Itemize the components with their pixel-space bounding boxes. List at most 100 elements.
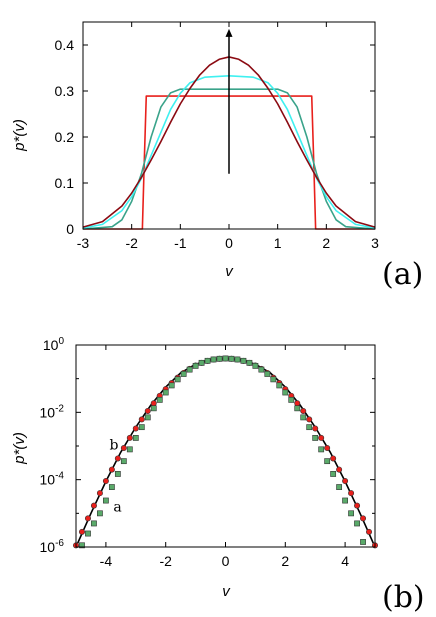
panel-b-x-tick-label: 0: [222, 553, 230, 569]
panel-b-square-point: [360, 539, 366, 545]
panel-b-square-point: [264, 371, 271, 377]
panel-b-square-point: [97, 510, 103, 517]
panel-b-circle-point: [132, 425, 139, 432]
panel-b-y-tick-exponent: 0: [58, 336, 64, 347]
panel-b-square-point: [258, 366, 265, 373]
panel-b-square-point: [312, 435, 319, 441]
panel-b-circle-point: [84, 515, 91, 522]
panel-b-square-point: [276, 382, 283, 389]
panel-a-x-tick-label: -1: [174, 235, 187, 251]
panel-a-y-tick-label: 0.2: [55, 129, 75, 145]
panel-b-square-point: [114, 471, 121, 477]
panel-b-square-point: [204, 357, 211, 364]
panel-b-annotation-a: a: [113, 500, 121, 516]
panel-b-square-point: [240, 357, 247, 364]
panel-b-circle-point: [360, 515, 367, 522]
panel-b-square-point: [354, 520, 360, 527]
panel-b-circle-point: [318, 434, 325, 441]
panel-b-y-tick-label: 10-4: [40, 471, 65, 488]
panel-b-y-axis-label: p*(v): [11, 432, 28, 465]
panel-b-square-point: [210, 356, 217, 363]
panel-b-y-tick-exponent: -4: [55, 471, 64, 482]
panel-b-circle-point: [294, 400, 301, 407]
panel-b-square-point: [330, 471, 337, 477]
panel-b-square-point: [162, 389, 169, 396]
panel-b-annotation-b: b: [109, 437, 118, 453]
panel-a-arrow: [225, 28, 233, 174]
panel-b-square-point: [103, 497, 109, 504]
panel-b-circle-point: [126, 434, 133, 441]
panel-b-square-point: [150, 405, 157, 412]
panel-a-y-tick-label: 0.4: [55, 37, 75, 53]
panel-b-square-point: [318, 446, 325, 453]
panel-b-square-point: [294, 405, 301, 412]
panel-b-circle-point: [312, 425, 319, 432]
panel-a-x-tick-label: -3: [77, 235, 90, 251]
panel-b-series: [73, 355, 378, 549]
panel-b-circle-point: [342, 478, 349, 485]
panel-b-square-point: [252, 362, 259, 369]
panel-b-square-point: [342, 497, 348, 504]
panel-a-y-ticks: 0 0.1 0.2 0.3 0.4: [55, 37, 375, 237]
panel-b-circle-point: [366, 528, 373, 535]
panel-a-y-tick-label: 0: [66, 221, 74, 237]
panel-b-square-point: [168, 382, 175, 389]
panel-a-arrow-head: [225, 28, 233, 37]
panel-b-square-point: [270, 376, 277, 383]
panel-b-square-point: [108, 484, 115, 490]
panel-a-x-tick-label: 2: [322, 235, 330, 251]
panel-b-square-point: [282, 389, 289, 396]
panel-b-square-point: [120, 458, 127, 465]
panel-b-square-point: [79, 542, 85, 549]
panel-b-square-point: [192, 362, 199, 369]
panel-b-square-point: [85, 530, 91, 537]
panel-a-x-tick-label: 1: [274, 235, 282, 251]
panel-b-x-axis-label: v: [222, 583, 231, 600]
panel-b-square-point: [228, 355, 235, 362]
panel-a: -3 -2 -1 0 1 2 3 0 0.1 0.2 0.3 0.4 v p*(v) (a): [11, 21, 423, 292]
panel-b-square-point: [138, 424, 145, 431]
panel-b-x-ticks: -4 -2 0 2 4: [100, 345, 349, 569]
panel-b-circle-point: [300, 407, 307, 414]
panel-b-square-point: [246, 359, 253, 366]
panel-b-square-point: [288, 396, 295, 403]
panel-b-circle-point: [354, 502, 361, 509]
panel-b-y-tick-label: 10-2: [40, 403, 65, 420]
panel-b-circle-point: [150, 400, 157, 407]
panel-b-y-tick-base: 10: [40, 472, 56, 488]
panel-b-x-tick-label: 2: [281, 553, 289, 569]
panel-b-square-point: [132, 435, 139, 441]
panel-b-circle-point: [78, 528, 85, 535]
panel-b-circle-point: [330, 455, 337, 462]
panel-b-square-point: [306, 424, 313, 431]
panel-a-y-tick-label: 0.3: [55, 83, 75, 99]
panel-b-square-point: [300, 414, 307, 421]
panel-b-circle-point: [306, 416, 313, 423]
panel-a-label: (a): [382, 257, 423, 292]
panel-a-y-tick-label: 0.1: [55, 175, 75, 191]
panel-b-circle-point: [90, 502, 97, 509]
panel-a-x-ticks: -3 -2 -1 0 1 2 3: [77, 22, 379, 251]
panel-b-square-point: [324, 458, 331, 465]
panel-a-x-axis-label: v: [225, 263, 234, 280]
panel-b-circle-point: [114, 455, 121, 462]
panel-b-fit-line: [75, 357, 376, 548]
panel-b-plot-frame: [75, 344, 376, 548]
panel-b-annotations: ab: [109, 437, 121, 515]
panel-b-y-tick-base: 10: [40, 539, 56, 555]
panel-b-circle-point: [96, 490, 103, 497]
panel-b-square-point: [222, 355, 229, 362]
panel-b-square-point: [174, 376, 181, 383]
panel-b-square-point: [91, 520, 97, 527]
panel-b-circle-point: [138, 416, 145, 423]
panel-b-y-tick-exponent: -2: [55, 403, 64, 414]
panel-b-circle-point: [348, 490, 355, 497]
panel-b-y-tick-base: 10: [40, 404, 56, 420]
panel-b-x-tick-label: 4: [341, 553, 349, 569]
panel-b-square-point: [216, 355, 223, 362]
panel-b-square-point: [186, 366, 193, 373]
panel-a-x-tick-label: 0: [225, 235, 233, 251]
panel-a-x-tick-label: -2: [125, 235, 138, 251]
panel-b-y-tick-base: 10: [43, 337, 59, 353]
